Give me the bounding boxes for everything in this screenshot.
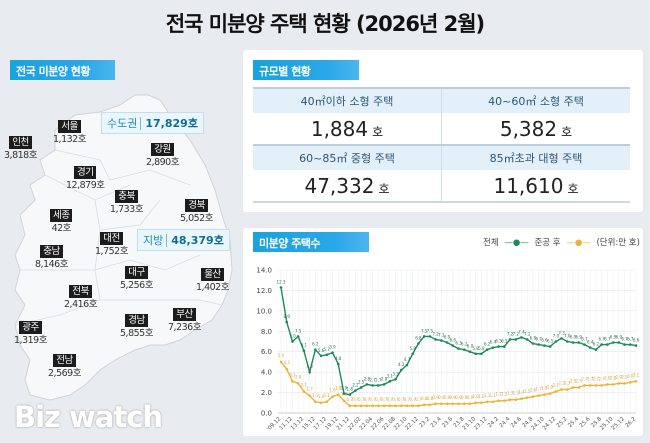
region-chungbuk: 충북 1,733호: [110, 190, 143, 215]
legend-total-label: 전체: [483, 238, 499, 248]
region-gyeongbuk: 경북 5,052호: [180, 199, 213, 224]
size-label: 60~85㎡ 중형 주택: [253, 144, 442, 170]
size-label: 40㎡이하 소형 주택: [253, 87, 442, 113]
region-daejeon: 대전 1,752호: [95, 232, 128, 257]
region-jeonnam: 전남 2,569호: [48, 354, 81, 379]
region-gyeonggi: 경기 12,879호: [66, 166, 105, 191]
region-sejong: 세종 42호: [50, 209, 73, 234]
size-value: 1,884 호: [253, 113, 442, 145]
unit-note: (단위:만 호): [596, 238, 640, 248]
size-label: 85㎡초과 대형 주택: [441, 144, 630, 170]
map-section-tag: 전국 미분양 현황: [10, 60, 115, 80]
legend-completed-label: 준공 후: [534, 238, 561, 248]
region-busan: 부산 7,236호: [168, 308, 201, 333]
chart-panel: [243, 228, 643, 436]
size-label: 40~60㎡ 소형 주택: [441, 87, 630, 113]
region-gyeongnam: 경남 5,855호: [120, 314, 153, 339]
chart-legend: 전체 —●— 준공 후 —●— (단위:만 호): [483, 236, 643, 248]
region-ulsan: 울산 1,402호: [196, 268, 229, 293]
provincial-callout: 지방 48,379호: [137, 229, 230, 251]
legend-total-marker: —●—: [504, 238, 529, 248]
region-gangwon: 강원 2,890호: [146, 143, 179, 168]
chart-section-tag: 미분양 주택수: [253, 232, 369, 252]
size-table: 40㎡이하 소형 주택 40~60㎡ 소형 주택 1,884 호 5,382 호 60~…: [253, 87, 630, 203]
region-gwangju: 광주 1,319호: [14, 321, 47, 346]
size-value: 47,332 호: [253, 170, 442, 203]
korea-map-shape: [14, 94, 233, 401]
region-chungnam: 충남 8,146호: [35, 245, 68, 270]
region-incheon: 인천 3,818호: [4, 136, 37, 161]
legend-completed-marker: —●—: [566, 238, 591, 248]
region-jeonbuk: 전북 2,416호: [64, 285, 97, 310]
korea-map: [14, 94, 233, 401]
size-value: 5,382 호: [499, 116, 573, 141]
size-section-tag: 규모별 현황: [253, 60, 359, 80]
bizwatch-watermark-logo: Biz watch: [14, 400, 163, 434]
page-title: 전국 미분양 주택 현황 (2026년 2월): [165, 12, 485, 36]
region-daegu: 대구 5,256호: [120, 266, 153, 291]
region-seoul: 서울 1,132호: [53, 120, 86, 145]
region-borders: [14, 149, 223, 326]
capital-area-callout: 수도권 17,829호: [101, 112, 204, 134]
size-value: 11,610 호: [441, 170, 630, 203]
